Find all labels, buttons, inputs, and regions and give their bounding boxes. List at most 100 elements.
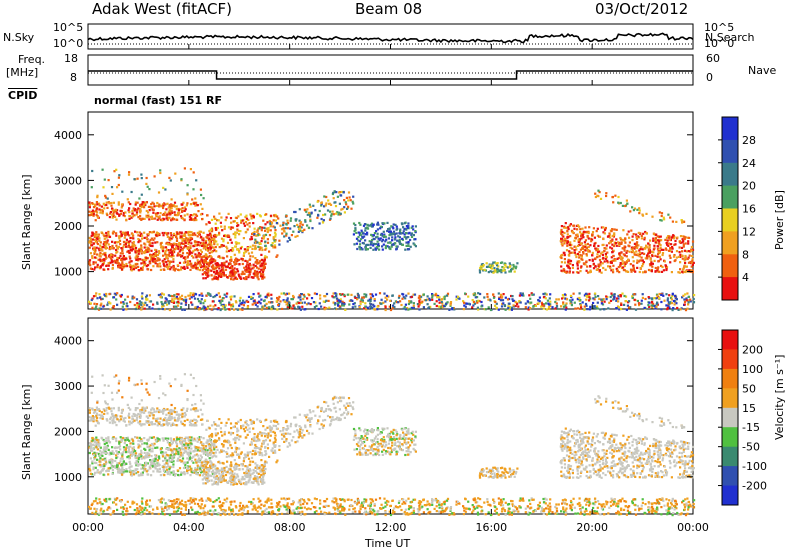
power-cell <box>201 256 204 259</box>
power-cell <box>512 263 515 267</box>
power-cell <box>182 256 185 260</box>
power-cell <box>216 265 219 269</box>
power-cell <box>568 271 571 274</box>
power-cell <box>405 232 408 235</box>
power-cell <box>256 262 259 265</box>
velocity-cell <box>209 440 212 443</box>
power-cell <box>212 241 215 244</box>
power-cell <box>569 302 572 305</box>
power-cell <box>102 262 105 265</box>
power-cell <box>584 245 587 249</box>
power-cell <box>266 293 269 296</box>
power-cell <box>176 214 179 217</box>
velocity-cell <box>103 458 106 461</box>
power-cell <box>172 264 175 268</box>
power-cell <box>239 277 243 280</box>
power-cell <box>392 223 395 226</box>
power-cell <box>584 302 588 306</box>
power-cell <box>603 247 606 250</box>
power-cell <box>579 228 582 231</box>
velocity-cell <box>152 461 156 464</box>
power-cell <box>684 261 687 265</box>
velocity-cell <box>103 446 106 449</box>
velocity-cell <box>97 452 100 455</box>
velocity-cell <box>165 466 168 469</box>
power-cell <box>630 270 633 273</box>
power-cell <box>241 272 244 275</box>
power-cell <box>580 255 583 258</box>
power-cell <box>163 258 166 261</box>
power-cell <box>691 259 694 262</box>
power-cell <box>186 193 189 196</box>
power-cell <box>154 262 157 265</box>
power-cell <box>589 305 592 308</box>
power-cell <box>579 270 582 273</box>
power-cell <box>609 266 612 270</box>
power-cell <box>659 258 662 261</box>
power-cell <box>617 297 620 300</box>
power-cell <box>196 254 199 257</box>
power-cell <box>633 207 636 210</box>
power-cell <box>203 267 206 270</box>
power-cell <box>277 303 280 306</box>
power-cell <box>363 223 367 226</box>
power-cell <box>379 237 382 240</box>
power-cell <box>368 298 371 301</box>
power-cell <box>647 268 651 272</box>
power-cell <box>692 297 695 301</box>
power-cell <box>601 262 604 265</box>
power-cell <box>154 248 157 251</box>
power-cell <box>226 241 230 244</box>
power-cell <box>203 306 207 309</box>
power-cell <box>568 224 571 227</box>
power-cell <box>511 295 514 298</box>
power-cell <box>414 230 417 233</box>
power-cell <box>145 176 148 180</box>
power-cell <box>614 194 617 197</box>
power-cell <box>401 232 404 235</box>
velocity-cell <box>130 465 133 468</box>
velocity-cell <box>127 455 130 458</box>
power-cell <box>89 237 92 240</box>
velocity-cell <box>202 452 205 455</box>
power-cell <box>172 249 175 252</box>
power-cell <box>88 262 91 265</box>
power-cell <box>641 296 644 299</box>
power-cell <box>632 264 635 267</box>
power-cell <box>383 292 386 295</box>
power-cell <box>653 259 656 262</box>
power-cell <box>167 206 170 209</box>
power-cell <box>214 246 217 249</box>
power-cell <box>298 294 301 297</box>
power-cell <box>242 237 245 240</box>
velocity-cell <box>152 465 155 469</box>
power-cell <box>583 308 586 311</box>
power-cell <box>201 238 204 241</box>
power-cell <box>676 306 679 310</box>
power-cell <box>235 277 239 280</box>
power-cell <box>631 235 634 238</box>
velocity-cell <box>209 453 212 456</box>
power-cell <box>223 227 226 230</box>
power-cell <box>586 295 589 298</box>
power-cell <box>117 245 120 248</box>
power-cell <box>583 241 586 244</box>
velocity-cell <box>179 459 182 462</box>
power-cell <box>218 272 221 275</box>
power-cell <box>209 228 212 231</box>
power-cell <box>640 302 643 305</box>
velocity-cell <box>192 461 195 464</box>
power-cell <box>426 298 429 301</box>
power-cell <box>209 247 212 250</box>
power-cell <box>579 299 582 302</box>
power-cell <box>606 296 609 299</box>
power-cell <box>192 294 195 297</box>
velocity-cell <box>169 473 172 476</box>
power-cell <box>145 249 148 252</box>
power-cell <box>580 234 583 237</box>
power-cell <box>88 260 91 263</box>
velocity-cell <box>187 439 190 442</box>
power-cell <box>181 308 184 311</box>
power-cell <box>379 225 382 228</box>
